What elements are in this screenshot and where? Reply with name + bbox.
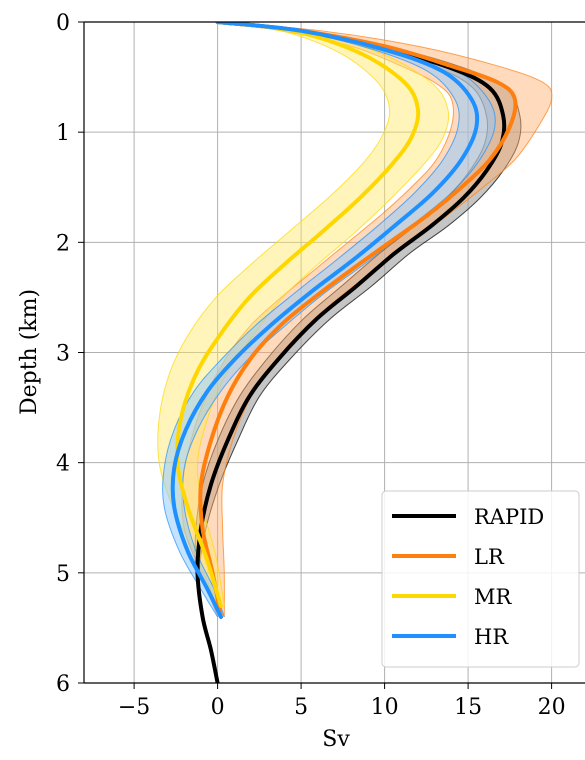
legend-label-mr: MR [474,585,513,609]
x-tick-label: 0 [211,695,225,720]
mr-line [175,22,421,608]
x-axis-label: Sv [322,727,350,752]
y-tick-label: 3 [56,342,70,367]
legend-label-lr: LR [474,545,505,569]
y-tick-label: 2 [56,231,70,256]
y-tick-label: 5 [56,562,70,587]
y-tick-label: 1 [56,121,70,146]
hr-band-lower-edge [162,22,460,618]
mr-band-lower-edge [157,22,391,607]
x-tick-label: 15 [454,695,482,720]
mr-band-upper-edge [196,22,450,606]
y-tick-label: 6 [56,672,70,697]
legend-frame [381,490,580,668]
series-lines [170,22,518,683]
lr-line [198,22,518,619]
mr-band [157,22,449,606]
rapid-line [195,22,507,683]
legend-label-hr: HR [474,625,509,649]
hr-band [162,22,496,617]
y-axis-label: Depth (km) [17,289,42,415]
x-tick-label: 10 [371,695,399,720]
x-tick-label: 20 [538,695,566,720]
x-tick-label: −5 [118,695,150,720]
hr-line [170,22,480,619]
y-tick-label: 4 [56,452,70,477]
x-tick-label: 5 [294,695,308,720]
y-ticks: 0 1 2 3 4 5 6 [56,11,84,697]
y-tick-label: 0 [56,11,70,36]
legend-label-rapid: RAPID [474,505,544,529]
x-ticks: −5 0 5 10 15 20 [118,683,566,720]
legend: RAPID LR MR HR [381,490,580,668]
